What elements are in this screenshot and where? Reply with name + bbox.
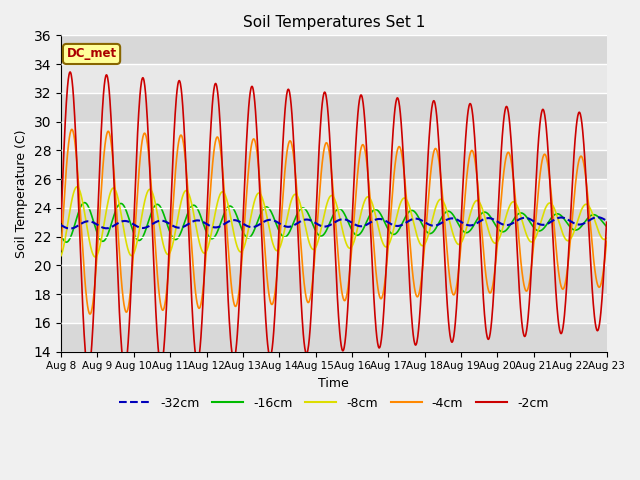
Bar (61, 323, 607, 351)
Bar (61, 64, 607, 93)
Bar (61, 294, 607, 323)
Bar (61, 237, 607, 265)
Y-axis label: Soil Temperature (C): Soil Temperature (C) (15, 129, 28, 258)
Text: DC_met: DC_met (67, 48, 116, 60)
Bar (61, 265, 607, 294)
Title: Soil Temperatures Set 1: Soil Temperatures Set 1 (243, 15, 425, 30)
Bar (61, 208, 607, 237)
Bar (61, 150, 607, 179)
Bar (61, 93, 607, 121)
Bar (61, 179, 607, 208)
Bar (61, 121, 607, 150)
Legend: -32cm, -16cm, -8cm, -4cm, -2cm: -32cm, -16cm, -8cm, -4cm, -2cm (114, 392, 554, 415)
X-axis label: Time: Time (319, 377, 349, 390)
Bar (61, 36, 607, 64)
